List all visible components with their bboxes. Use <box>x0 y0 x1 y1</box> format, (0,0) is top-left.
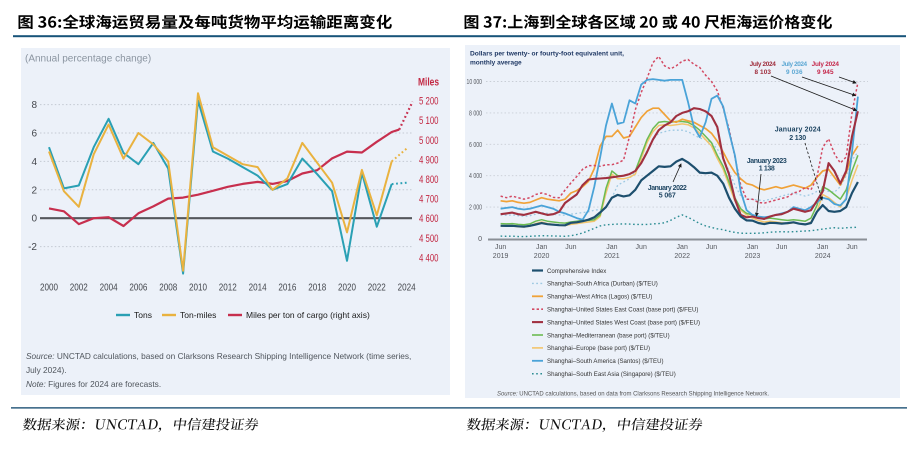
svg-text:Jan: Jan <box>817 244 828 251</box>
svg-text:2016: 2016 <box>278 283 296 294</box>
svg-text:6: 6 <box>31 129 37 140</box>
svg-text:Jan: Jan <box>747 244 758 251</box>
svg-text:Dollars per twenty- or fourty-: Dollars per twenty- or fourty-foot equiv… <box>470 51 624 58</box>
svg-text:2 000: 2 000 <box>469 205 482 212</box>
svg-text:Shanghai–United States West Co: Shanghai–United States West Coast (base … <box>547 319 700 326</box>
svg-text:2022: 2022 <box>674 253 690 260</box>
svg-text:4 900: 4 900 <box>419 154 439 166</box>
svg-text:2006: 2006 <box>129 283 147 294</box>
svg-text:Jun: Jun <box>636 244 647 251</box>
svg-text:8 000: 8 000 <box>469 110 482 117</box>
svg-text:2002: 2002 <box>70 283 88 294</box>
svg-text:2024: 2024 <box>815 253 831 260</box>
svg-text:Shanghai–Mediterranean (base p: Shanghai–Mediterranean (base port) ($/TE… <box>547 332 670 339</box>
svg-text:Source: UNCTAD calculations, b: Source: UNCTAD calculations, based on da… <box>497 391 769 398</box>
svg-text:Jun: Jun <box>846 244 857 251</box>
svg-text:Jun: Jun <box>495 244 506 251</box>
svg-text:2: 2 <box>31 185 37 196</box>
svg-text:January 2022: January 2022 <box>648 185 687 192</box>
svg-text:10 000: 10 000 <box>467 79 483 86</box>
svg-text:Shanghai–South America (Santos: Shanghai–South America (Santos) ($/TEU) <box>547 358 664 365</box>
svg-text:Jun: Jun <box>706 244 717 251</box>
svg-text:2014: 2014 <box>249 283 267 294</box>
svg-text:Source: UNCTAD calculations, b: Source: UNCTAD calculations, based on Cl… <box>26 351 411 361</box>
svg-text:Shanghai–United States East Co: Shanghai–United States East Coast (base … <box>547 307 698 314</box>
svg-text:2020: 2020 <box>534 253 550 260</box>
svg-text:2008: 2008 <box>159 283 177 294</box>
svg-text:(Annual percentage change): (Annual percentage change) <box>25 54 151 65</box>
svg-text:5 100: 5 100 <box>419 115 439 127</box>
svg-text:9 036: 9 036 <box>786 69 803 76</box>
svg-text:0: 0 <box>478 236 482 243</box>
svg-text:Note: Figures for 2024 are for: Note: Figures for 2024 are forecasts. <box>26 379 161 389</box>
svg-text:4 000: 4 000 <box>469 173 482 180</box>
svg-text:4 500: 4 500 <box>419 233 439 245</box>
svg-text:2010: 2010 <box>189 283 207 294</box>
svg-text:Shanghai–South Africa (Durban): Shanghai–South Africa (Durban) ($/TEU) <box>547 281 658 288</box>
svg-text:4: 4 <box>31 157 37 168</box>
svg-text:Shanghai–South East Asia (Sing: Shanghai–South East Asia (Singapore) ($/… <box>547 371 676 378</box>
svg-text:July 2024: July 2024 <box>782 61 808 68</box>
svg-text:2024: 2024 <box>398 283 416 294</box>
svg-text:2012: 2012 <box>219 283 237 294</box>
svg-text:Jun: Jun <box>565 244 576 251</box>
svg-text:Miles: Miles <box>418 77 439 89</box>
svg-text:Comprehensive Index: Comprehensive Index <box>547 268 606 275</box>
svg-text:2018: 2018 <box>308 283 326 294</box>
svg-text:Tons: Tons <box>134 310 152 320</box>
svg-text:Ton-miles: Ton-miles <box>180 310 216 320</box>
svg-text:Jun: Jun <box>776 244 787 251</box>
svg-text:Jan: Jan <box>606 244 617 251</box>
svg-text:July 2024: July 2024 <box>812 61 840 68</box>
svg-text:July 2024: July 2024 <box>750 61 777 68</box>
svg-text:January 2023: January 2023 <box>747 158 787 165</box>
svg-text:Shanghai–Europe (base port) ($: Shanghai–Europe (base port) ($/TEU) <box>547 345 650 352</box>
svg-text:9 945: 9 945 <box>817 69 834 76</box>
svg-text:2019: 2019 <box>493 253 509 260</box>
svg-text:5 200: 5 200 <box>419 96 439 108</box>
svg-text:4 800: 4 800 <box>419 174 439 186</box>
svg-text:monthly average: monthly average <box>470 60 522 67</box>
svg-text:8 103: 8 103 <box>754 69 771 76</box>
svg-text:8: 8 <box>31 100 37 111</box>
svg-text:2022: 2022 <box>368 283 386 294</box>
svg-text:January 2024: January 2024 <box>775 127 821 134</box>
svg-text:4 700: 4 700 <box>419 194 439 206</box>
svg-text:4 600: 4 600 <box>419 213 439 225</box>
svg-text:-2: -2 <box>28 242 37 253</box>
svg-text:Jan: Jan <box>677 244 688 251</box>
svg-text:July 2024).: July 2024). <box>26 365 67 375</box>
svg-text:2 130: 2 130 <box>789 135 806 142</box>
svg-text:Jan: Jan <box>536 244 547 251</box>
svg-text:2021: 2021 <box>604 253 620 260</box>
svg-text:2023: 2023 <box>745 253 761 260</box>
svg-text:6 000: 6 000 <box>469 142 482 149</box>
svg-text:Miles per ton of cargo (right: Miles per ton of cargo (right axis) <box>246 310 370 320</box>
svg-text:2020: 2020 <box>338 283 356 294</box>
svg-text:4 400: 4 400 <box>419 252 439 264</box>
svg-text:5 000: 5 000 <box>419 135 439 147</box>
svg-text:2000: 2000 <box>40 283 58 294</box>
svg-text:Shanghai–West Africa (Lagos) (: Shanghai–West Africa (Lagos) ($/TEU) <box>547 294 652 301</box>
svg-text:1 138: 1 138 <box>759 166 775 173</box>
svg-text:5 067: 5 067 <box>659 192 676 199</box>
svg-text:2004: 2004 <box>100 283 118 294</box>
svg-text:0: 0 <box>31 214 37 225</box>
